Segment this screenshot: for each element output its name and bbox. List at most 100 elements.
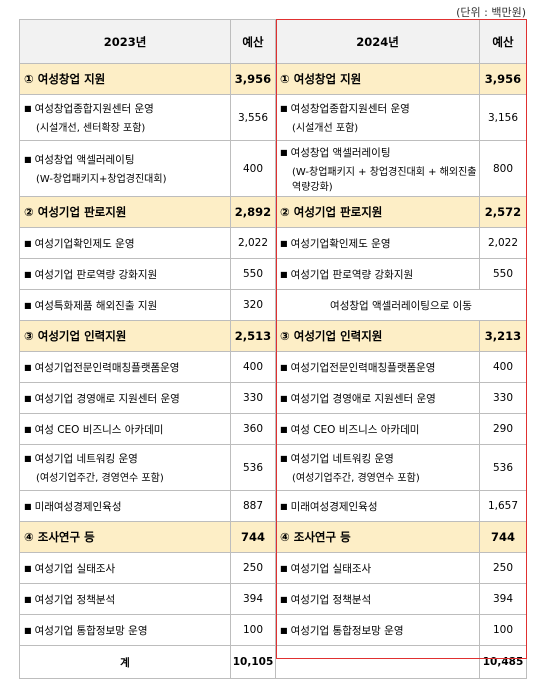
right-item-label: 여성기업 정책분석 bbox=[290, 593, 372, 606]
header-budget-2024: 예산 bbox=[479, 19, 527, 64]
header-2023: 2023년 bbox=[19, 19, 231, 64]
table-row: ■ 여성기업 정책분석 394 ■ 여성기업 정책분석 394 bbox=[19, 583, 527, 615]
right-item-label: 여성기업 경영애로 지원센터 운영 bbox=[290, 392, 436, 405]
left-item-label: 여성기업확인제도 운영 bbox=[34, 237, 135, 250]
left-item-label: 여성기업 네트워킹 운영 bbox=[34, 453, 138, 465]
right-item-label: 여성창업종합지원센터 운영 bbox=[290, 103, 410, 115]
table-row: ■ 여성기업확인제도 운영 2,022 ■ 여성기업확인제도 운영 2,022 bbox=[19, 227, 527, 259]
table-row: ■ 여성기업 경영애로 지원센터 운영 330 ■ 여성기업 경영애로 지원센터 운영 3… bbox=[19, 382, 527, 414]
bullet-icon: ■ bbox=[280, 393, 288, 403]
bullet-icon: ■ bbox=[280, 594, 288, 604]
right-budget: 1,657 bbox=[479, 490, 527, 522]
category-2023: ① 여성창업 지원 bbox=[19, 63, 231, 95]
right-item-label: 여성기업 통합정보망 운영 bbox=[290, 624, 404, 637]
bullet-icon: ■ bbox=[280, 424, 288, 434]
right-budget: 394 bbox=[479, 583, 527, 615]
right-budget: 400 bbox=[479, 351, 527, 383]
left-item-name: ■ 여성기업 경영애로 지원센터 운영 bbox=[19, 382, 231, 414]
category-2023-budget: 2,513 bbox=[230, 320, 276, 352]
table-row: ■ 여성특화제품 해외진출 지원 320 여성창업 액셀러레이팅으로 이동 bbox=[19, 289, 527, 321]
table-row: ① 여성창업 지원 3,956 ① 여성창업 지원 3,956 bbox=[19, 63, 527, 95]
header-row: 2023년 예산 2024년 예산 bbox=[19, 19, 527, 64]
left-item-label: 여성창업종합지원센터 운영 bbox=[34, 103, 154, 115]
right-item-note: (시설개선 포함) bbox=[292, 123, 359, 134]
left-budget: 550 bbox=[230, 258, 276, 290]
right-item-note: (W-창업패키지 + 창업경진대회 + 해외진출 역량강화) bbox=[292, 166, 477, 193]
right-budget: 550 bbox=[479, 258, 527, 290]
table-row: ④ 조사연구 등 744 ④ 조사연구 등 744 bbox=[19, 521, 527, 553]
left-item-name: ■ 여성기업확인제도 운영 bbox=[19, 227, 231, 259]
right-item-name: ■ 여성창업 액셀러레이팅 (W-창업패키지 + 창업경진대회 + 해외진출 역량강… bbox=[275, 140, 480, 197]
left-item-label: 여성 CEO 비즈니스 아카데미 bbox=[34, 423, 164, 436]
right-item-label: 여성기업 실태조사 bbox=[290, 562, 372, 575]
left-item-label: 여성특화제품 해외진출 지원 bbox=[34, 299, 158, 312]
category-2024: ④ 조사연구 등 bbox=[275, 521, 480, 553]
left-item-label: 미래여성경제인육성 bbox=[34, 500, 122, 513]
category-2024: ② 여성기업 판로지원 bbox=[275, 196, 480, 228]
left-item-label: 여성기업 실태조사 bbox=[34, 562, 116, 575]
left-budget: 3,556 bbox=[230, 94, 276, 141]
total-2024: 10,485 bbox=[479, 645, 527, 679]
left-item-name: ■ 여성기업전문인력매칭플랫폼운영 bbox=[19, 351, 231, 383]
total-empty bbox=[275, 645, 480, 679]
right-budget: 800 bbox=[479, 140, 527, 197]
left-budget: 394 bbox=[230, 583, 276, 615]
left-item-label: 여성기업 판로역량 강화지원 bbox=[34, 268, 158, 281]
left-item-note: (W-창업패키지+창업경진대회) bbox=[36, 174, 167, 185]
left-budget: 536 bbox=[230, 444, 276, 491]
right-budget: 290 bbox=[479, 413, 527, 445]
left-budget: 330 bbox=[230, 382, 276, 414]
category-2023: ③ 여성기업 인력지원 bbox=[19, 320, 231, 352]
right-budget: 3,156 bbox=[479, 94, 527, 141]
right-budget: 536 bbox=[479, 444, 527, 491]
right-budget: 2,022 bbox=[479, 227, 527, 259]
category-2024: ① 여성창업 지원 bbox=[275, 63, 480, 95]
right-item-name: ■ 여성 CEO 비즈니스 아카데미 bbox=[275, 413, 480, 445]
left-item-name: ■ 여성창업종합지원센터 운영 (시설개선, 센터확장 포함) bbox=[19, 94, 231, 141]
bullet-icon: ■ bbox=[280, 238, 288, 248]
bullet-icon: ■ bbox=[280, 362, 288, 372]
left-item-name: ■ 여성 CEO 비즈니스 아카데미 bbox=[19, 413, 231, 445]
category-2023: ④ 조사연구 등 bbox=[19, 521, 231, 553]
right-item-name: ■ 여성창업종합지원센터 운영 (시설개선 포함) bbox=[275, 94, 480, 141]
left-budget: 887 bbox=[230, 490, 276, 522]
bullet-icon: ■ bbox=[24, 238, 32, 248]
bullet-icon: ■ bbox=[24, 155, 32, 164]
left-budget: 320 bbox=[230, 289, 276, 321]
right-item-note: (여성기업주간, 경영연수 포함) bbox=[292, 473, 420, 484]
right-item-label: 여성창업 액셀러레이팅 bbox=[290, 146, 391, 159]
category-2024-budget: 3,956 bbox=[479, 63, 527, 95]
left-item-label: 여성창업 액셀러레이팅 bbox=[34, 154, 135, 166]
total-label: 계 bbox=[19, 645, 231, 679]
left-item-label: 여성기업 정책분석 bbox=[34, 593, 116, 606]
left-item-name: ■ 여성기업 네트워킹 운영 (여성기업주간, 경영연수 포함) bbox=[19, 444, 231, 491]
bullet-icon: ■ bbox=[24, 563, 32, 573]
moved-note: 여성창업 액셀러레이팅으로 이동 bbox=[275, 289, 527, 321]
bullet-icon: ■ bbox=[280, 147, 288, 157]
table-row: ■ 여성창업 액셀러레이팅 (W-창업패키지+창업경진대회) 400 ■ 여성창업 액셀러… bbox=[19, 140, 527, 197]
table-row: ② 여성기업 판로지원 2,892 ② 여성기업 판로지원 2,572 bbox=[19, 196, 527, 228]
header-2024: 2024년 bbox=[275, 19, 480, 64]
bullet-icon: ■ bbox=[280, 269, 288, 279]
left-item-name: ■ 여성기업 정책분석 bbox=[19, 583, 231, 615]
total-row: 계 10,105 10,485 bbox=[19, 645, 527, 679]
bullet-icon: ■ bbox=[24, 104, 32, 113]
left-budget: 250 bbox=[230, 552, 276, 584]
left-item-note: (여성기업주간, 경영연수 포함) bbox=[36, 473, 164, 484]
bullet-icon: ■ bbox=[24, 269, 32, 279]
table-row: ■ 여성기업 네트워킹 운영 (여성기업주간, 경영연수 포함) 536 ■ 여성기업 네… bbox=[19, 444, 527, 491]
budget-table: 2023년 예산 2024년 예산 ① 여성창업 지원 3,956 ① 여성창업 지… bbox=[19, 19, 527, 679]
right-item-name: ■ 미래여성경제인육성 bbox=[275, 490, 480, 522]
unit-label: (단위 : 백만원) bbox=[456, 6, 526, 19]
right-item-name: ■ 여성기업 경영애로 지원센터 운영 bbox=[275, 382, 480, 414]
header-budget-2023: 예산 bbox=[230, 19, 276, 64]
left-item-name: ■ 여성특화제품 해외진출 지원 bbox=[19, 289, 231, 321]
left-item-name: ■ 여성창업 액셀러레이팅 (W-창업패키지+창업경진대회) bbox=[19, 140, 231, 197]
bullet-icon: ■ bbox=[280, 501, 288, 511]
table-row: ■ 여성기업 통합정보망 운영 100 ■ 여성기업 통합정보망 운영 100 bbox=[19, 614, 527, 646]
bullet-icon: ■ bbox=[280, 563, 288, 573]
table-row: ■ 미래여성경제인육성 887 ■ 미래여성경제인육성 1,657 bbox=[19, 490, 527, 522]
right-item-label: 미래여성경제인육성 bbox=[290, 500, 378, 513]
bullet-icon: ■ bbox=[24, 454, 32, 463]
category-2023-budget: 2,892 bbox=[230, 196, 276, 228]
